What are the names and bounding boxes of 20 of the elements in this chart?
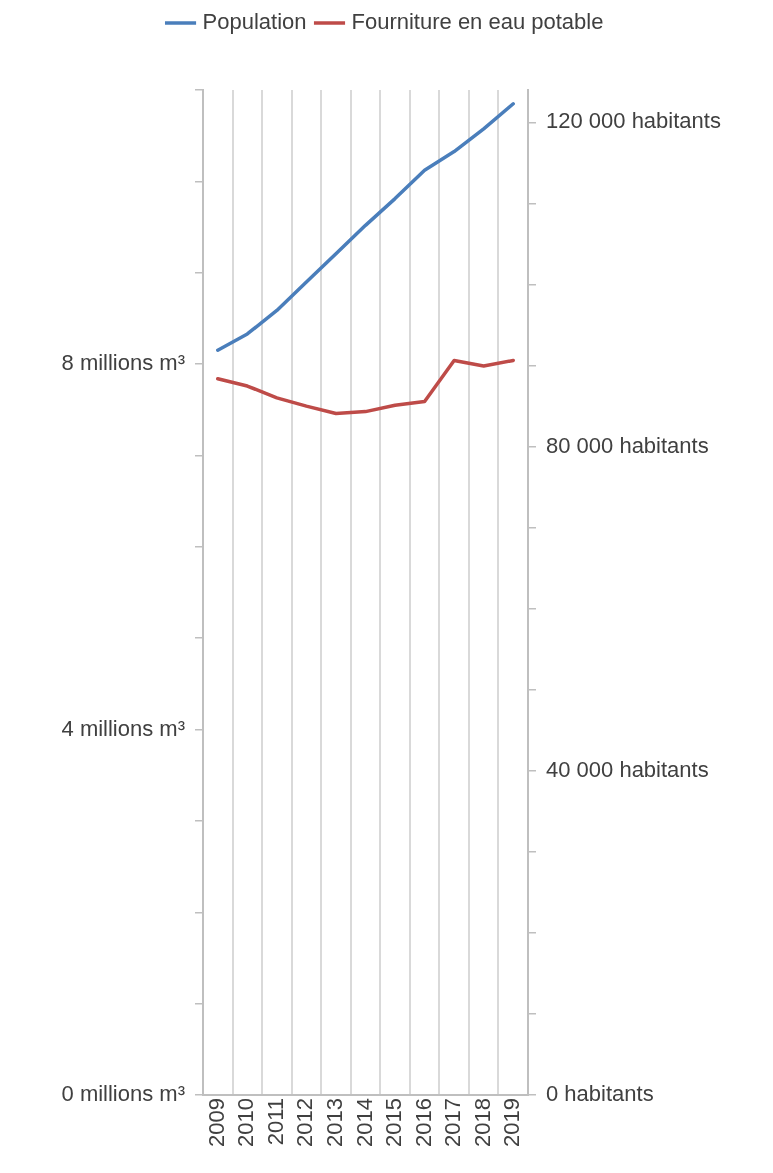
- y2-tick-label: 80 000 habitants: [546, 432, 709, 458]
- y-tick-label: 4 millions m³: [61, 715, 185, 741]
- x-tick-label: 2019: [499, 1098, 525, 1147]
- y2-tick-label: 40 000 habitants: [546, 756, 709, 782]
- x-tick-label: 2009: [203, 1098, 229, 1147]
- x-tick-label: 2010: [233, 1098, 259, 1147]
- x-tick-label: 2017: [440, 1098, 466, 1147]
- y-tick-label: 0 millions m³: [61, 1081, 185, 1107]
- legend-label: Fourniture en eau potable: [351, 9, 604, 35]
- x-tick-label: 2015: [381, 1098, 407, 1147]
- y2-tick-label: 120 000 habitants: [546, 108, 721, 134]
- x-tick-label: 2013: [322, 1098, 348, 1147]
- x-tick-label: 2011: [262, 1098, 288, 1146]
- x-tick-label: 2018: [469, 1098, 495, 1147]
- x-tick-label: 2012: [292, 1098, 318, 1147]
- x-tick-label: 2016: [410, 1098, 436, 1147]
- y2-tick-label: 0 habitants: [546, 1081, 654, 1107]
- x-tick-label: 2014: [351, 1098, 377, 1147]
- legend-label: Population: [202, 9, 307, 35]
- y-tick-label: 8 millions m³: [61, 350, 185, 376]
